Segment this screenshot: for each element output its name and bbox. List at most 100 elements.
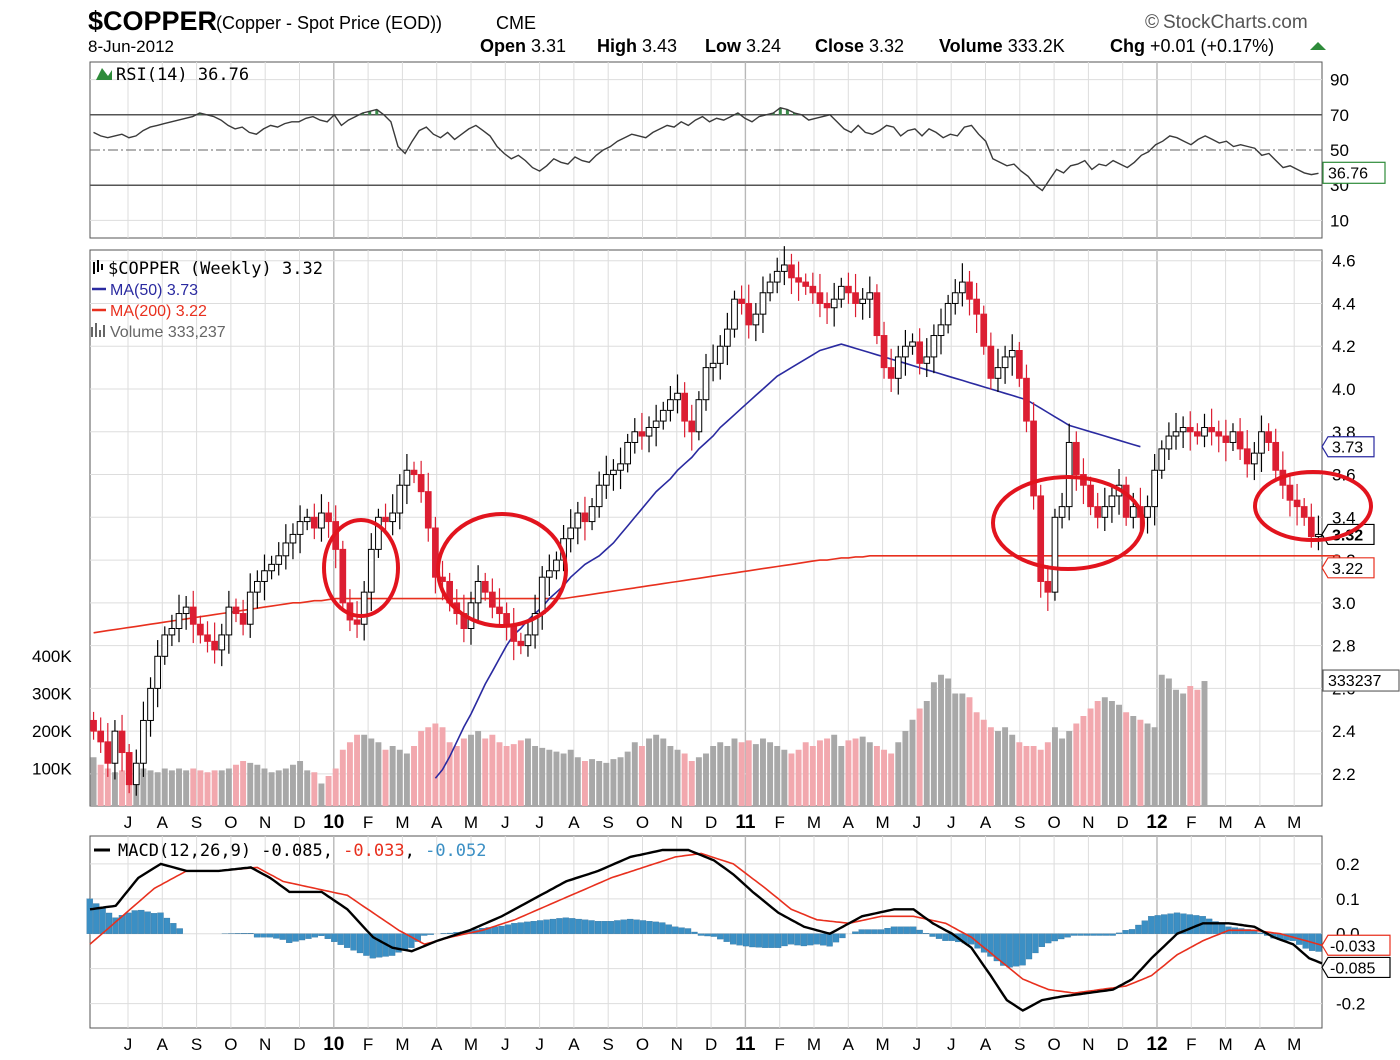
candle-up [652, 420, 660, 428]
volume-bar [788, 753, 795, 806]
volume-bar [873, 746, 880, 806]
volume-bar [1173, 689, 1179, 806]
candle-down [638, 431, 646, 437]
candle-up [538, 576, 546, 615]
volume-bar [888, 753, 895, 806]
rsi-tick-label: 70 [1330, 106, 1349, 125]
macd-tick-label: -0.2 [1336, 995, 1365, 1014]
histogram-bar [1103, 933, 1110, 936]
volume-bar [411, 746, 417, 806]
histogram-bar [839, 933, 846, 939]
histogram-bar [273, 933, 280, 939]
histogram-bar [369, 933, 376, 959]
histogram-bar [974, 933, 981, 949]
volume-bar [646, 738, 652, 806]
volume-bar [1151, 727, 1158, 806]
histogram-bar [684, 928, 692, 934]
histogram-bar [858, 929, 865, 934]
candle-up [1001, 356, 1009, 369]
candle-down [688, 420, 696, 433]
volume-bar [1066, 731, 1073, 806]
histogram-bar [749, 933, 756, 948]
price-tick-label: 3.4 [1332, 508, 1356, 527]
candle-down [802, 281, 810, 287]
brand-name: StockCharts.com [1163, 12, 1308, 33]
volume-bar [1023, 746, 1030, 806]
macd-line [89, 848, 1323, 1012]
volume-bar [745, 740, 752, 806]
rsi-value-tag [1322, 161, 1386, 184]
month-label: D [705, 1035, 717, 1054]
histogram-bar [118, 915, 126, 934]
candle-down [1307, 516, 1315, 538]
candle-up [923, 356, 931, 364]
candle-down [1122, 484, 1130, 518]
histogram-bar [163, 917, 171, 934]
histogram-bar [890, 926, 898, 934]
histogram-bar [826, 933, 833, 947]
volume-value-tag [1322, 669, 1400, 692]
histogram-bar [311, 933, 319, 938]
histogram-bar [794, 933, 801, 946]
histogram-bar [1038, 933, 1046, 947]
histogram-bar [105, 912, 113, 934]
candle-down [1194, 431, 1201, 437]
histogram-bar [131, 910, 138, 934]
month-label: A [431, 1035, 443, 1054]
macd-value-tag [1321, 956, 1391, 979]
histogram-bar [1135, 924, 1142, 934]
histogram-bar [627, 918, 634, 934]
histogram-bar [1122, 930, 1129, 934]
volume-bar [631, 742, 638, 806]
volume-bar [460, 738, 467, 806]
price-panel: J A S O N D 10 F M A M J J A S O N D 11 F M A M J J A S O N D 12 F M A M 4.… [32, 246, 1400, 833]
histogram-bar [511, 923, 518, 934]
candle-up [132, 762, 140, 786]
price-frame [89, 249, 1323, 807]
price-tick-label: 4.0 [1332, 380, 1356, 399]
candle-down [481, 580, 489, 593]
histogram-bar [253, 933, 261, 938]
macd-panel: J A S O N D 10 F M A M J J A S O N D 11 F M A M J J A S O N D 12 F M A M 0.… [86, 835, 1391, 1055]
candle-up [837, 285, 845, 300]
volume-bar [403, 753, 410, 806]
candle-up [631, 431, 639, 443]
volume-bar [973, 712, 980, 806]
volume-bar [553, 751, 560, 806]
volume-bar [589, 759, 596, 806]
volume-bar [211, 770, 218, 806]
candle-down [239, 613, 247, 625]
candle-up [360, 591, 368, 625]
histogram-bar [298, 933, 306, 941]
volume-bar [396, 749, 403, 806]
close-value-label: 3.32 [1332, 527, 1363, 544]
volume-bar [1094, 701, 1101, 806]
rsi-tick-label: 90 [1330, 71, 1349, 90]
month-label: J [535, 1035, 544, 1054]
histogram-bar [99, 908, 106, 934]
histogram-bar [665, 924, 672, 934]
month-label: J [124, 813, 133, 832]
volume-tick-label: 300K [32, 685, 72, 704]
histogram-bar [1058, 933, 1065, 940]
ohlc-chg: Chg +0.01 (+0.17%) [1110, 36, 1274, 56]
candle-down [1293, 499, 1301, 508]
histogram-bar [363, 933, 370, 956]
candle-up [617, 463, 624, 471]
volume-bar [838, 746, 845, 806]
histogram-bar [1006, 933, 1013, 968]
candle-down [503, 613, 510, 625]
candle-up [709, 362, 717, 369]
candle-up [1129, 506, 1137, 518]
volume-bar [852, 738, 859, 806]
histogram-bar [813, 933, 820, 945]
histogram-bar [588, 920, 595, 934]
volume-bar [204, 772, 211, 806]
candle-down [496, 606, 503, 615]
histogram-bar [659, 922, 666, 934]
candle-legend-icon [93, 260, 103, 274]
candle-up [930, 335, 938, 358]
histogram-bar [723, 933, 730, 942]
month-label: A [980, 1035, 992, 1054]
volume-bar [176, 768, 182, 806]
